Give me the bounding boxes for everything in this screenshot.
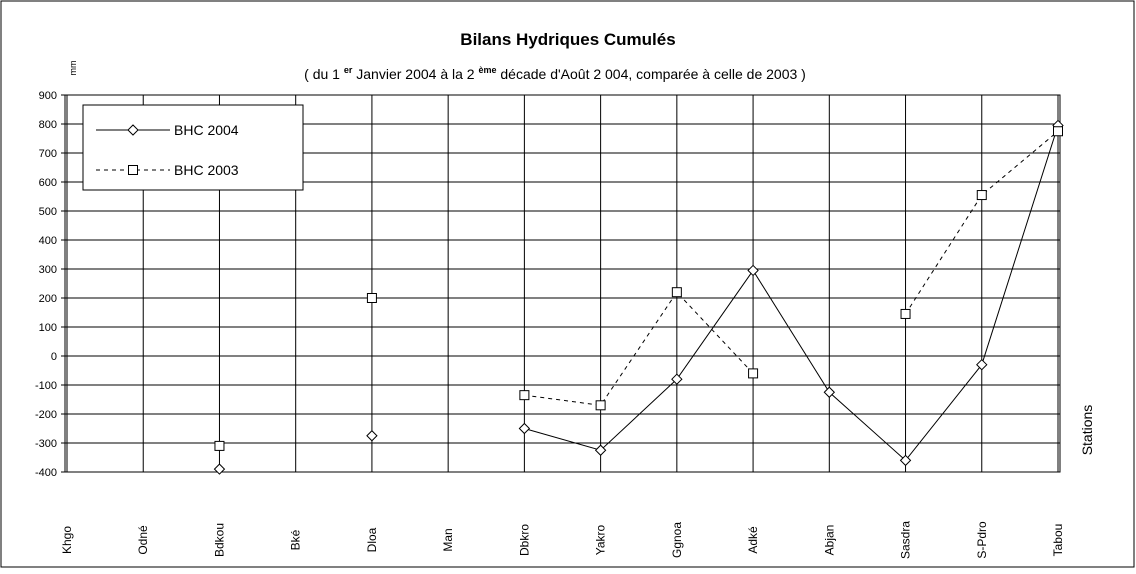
subtitle-part: Janvier 2004 à la 2 — [352, 66, 478, 82]
x-tick-label: S-Pdro — [975, 521, 989, 559]
point-marker — [976, 358, 988, 371]
y-tick-label: -300 — [35, 438, 57, 450]
subtitle-part: décade d'Août 2 004, comparée à celle de… — [496, 66, 805, 82]
point-marker — [671, 287, 682, 298]
chart-subtitle: ( du 1 er Janvier 2004 à la 2 ème décade… — [304, 65, 806, 82]
y-tick-label: 400 — [39, 235, 57, 247]
y-tick-label: -100 — [35, 380, 57, 392]
point-marker — [519, 390, 530, 401]
y-tick-label: -400 — [35, 467, 57, 479]
y-axis-label: mm — [68, 61, 78, 76]
point-marker — [748, 368, 759, 379]
y-tick-label: 0 — [51, 351, 57, 363]
point-marker — [366, 293, 377, 303]
legend-label: BHC 2004 — [174, 122, 239, 138]
y-tick-label: 100 — [39, 322, 57, 334]
point-marker — [595, 400, 606, 411]
point-marker — [747, 264, 759, 277]
y-tick-label: 200 — [39, 293, 57, 305]
x-tick-label: Dloa — [365, 527, 379, 552]
point-marker — [127, 124, 139, 136]
y-tick-label: 600 — [39, 177, 57, 189]
y-tick-label: 900 — [39, 90, 57, 102]
x-tick-label: Tabou — [1051, 524, 1065, 557]
x-tick-label: Odné — [136, 525, 150, 555]
point-marker — [518, 422, 531, 435]
point-marker — [214, 440, 225, 451]
subtitle-part: ( du 1 — [304, 66, 344, 82]
point-marker — [899, 454, 912, 467]
y-tick-label: 500 — [39, 206, 57, 218]
point-marker — [823, 386, 836, 398]
point-marker — [671, 373, 683, 385]
point-marker — [128, 165, 138, 175]
x-tick-label: Bdkou — [212, 523, 226, 557]
y-tick-label: -200 — [35, 409, 57, 421]
x-tick-label: Sasdra — [899, 521, 913, 559]
point-marker — [976, 190, 987, 201]
series-line — [524, 130, 1059, 406]
x-tick-label: Ggnoa — [670, 522, 684, 558]
series-line — [524, 125, 1059, 462]
legend-label: BHC 2003 — [174, 162, 239, 178]
x-tick-label: Dbkro — [517, 524, 531, 556]
point-marker — [213, 463, 226, 475]
x-axis-label: Stations — [1079, 405, 1095, 456]
point-marker — [366, 430, 378, 442]
x-tick-label: Man — [441, 528, 455, 551]
x-tick-label: Adké — [746, 526, 760, 554]
y-tick-label: 300 — [39, 264, 57, 276]
x-tick-label: Abjan — [822, 525, 836, 556]
x-tick-label: Khgo — [60, 526, 74, 554]
point-marker — [1053, 126, 1063, 137]
point-marker — [594, 444, 607, 456]
x-tick-label: Bké — [289, 529, 303, 550]
legend-box — [82, 104, 304, 191]
subtitle-superscript: er — [344, 65, 353, 75]
point-marker — [900, 308, 911, 319]
x-tick-label: Yakro — [594, 524, 608, 555]
chart-title: Bilans Hydriques Cumulés — [460, 30, 675, 49]
y-tick-label: 700 — [39, 148, 57, 160]
y-tick-label: 800 — [39, 119, 57, 131]
subtitle-superscript: ème — [478, 65, 496, 75]
